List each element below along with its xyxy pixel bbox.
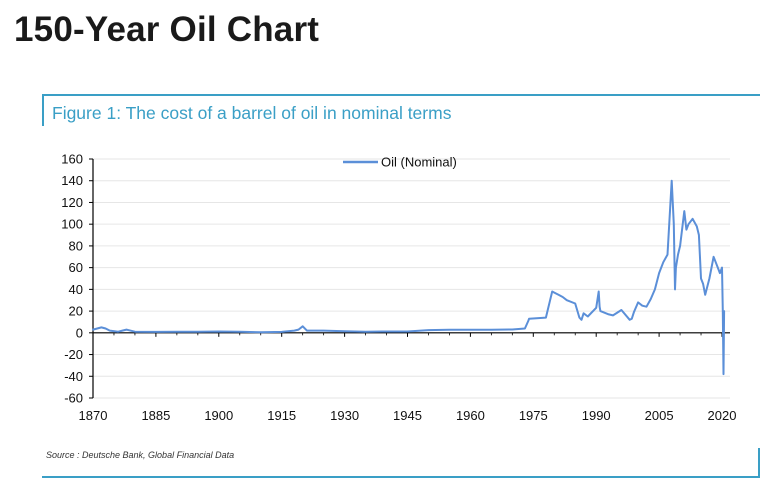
series-layer — [92, 179, 726, 376]
y-axis-tick-labels: 160 140 120 100 80 60 40 20 0 -20 -40 -60 — [61, 152, 83, 406]
figure-frame-bottom-rule — [42, 476, 760, 478]
y-tick-label: 60 — [69, 260, 83, 275]
axes — [89, 158, 730, 399]
x-tick-label: 1915 — [267, 408, 296, 423]
x-tick-label: 1945 — [393, 408, 422, 423]
y-tick-label: 20 — [69, 304, 83, 319]
y-tick-label: -40 — [64, 369, 83, 384]
x-tick-label: 2020 — [708, 408, 737, 423]
x-tick-label: 1900 — [204, 408, 233, 423]
y-tick-label: -20 — [64, 347, 83, 362]
legend-label: Oil (Nominal) — [381, 155, 457, 170]
x-tick-label: 1975 — [519, 408, 548, 423]
x-tick-label: 1885 — [141, 408, 170, 423]
page-title: 150-Year Oil Chart — [14, 10, 320, 49]
y-tick-label: 0 — [76, 325, 83, 340]
grid-lines — [93, 158, 730, 399]
x-tick-label: 1930 — [330, 408, 359, 423]
x-tick-label: 1870 — [79, 408, 108, 423]
y-tick-label: 40 — [69, 282, 83, 297]
x-axis-tick-labels: 1870 1885 1900 1915 1930 1945 1960 1975 1990 2005… — [79, 408, 737, 423]
y-tick-label: 120 — [61, 195, 83, 210]
legend: Oil (Nominal) — [343, 155, 457, 170]
y-tick-label: 160 — [61, 152, 83, 167]
y-tick-label: 80 — [69, 238, 83, 253]
source-note: Source : Deutsche Bank, Global Financial… — [46, 450, 235, 460]
y-tick-label: 140 — [61, 173, 83, 188]
x-tick-label: 2005 — [645, 408, 674, 423]
x-tick-label: 1960 — [456, 408, 485, 423]
figure-frame-top-rule — [42, 94, 760, 96]
figure-title: Figure 1: The cost of a barrel of oil in… — [52, 103, 452, 123]
y-tick-label: -60 — [64, 391, 83, 406]
x-tick-label: 1990 — [582, 408, 611, 423]
series-line — [92, 179, 726, 376]
figure-frame-right-rule — [758, 448, 760, 478]
figure-frame-left-rule — [42, 94, 44, 126]
y-tick-label: 100 — [61, 217, 83, 232]
